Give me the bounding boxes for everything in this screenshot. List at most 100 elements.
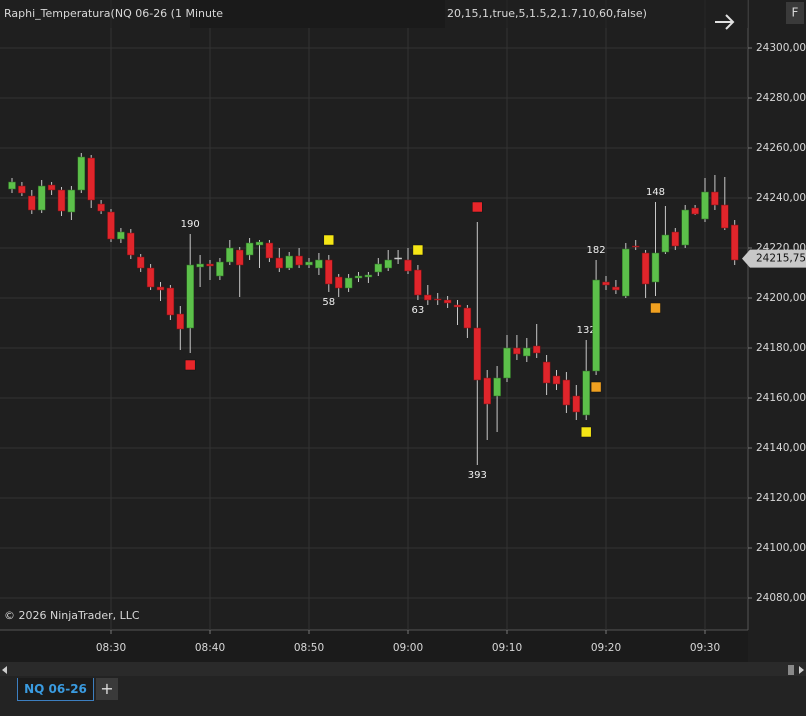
scroll-arrows: [2, 665, 804, 675]
candle-body: [196, 263, 204, 268]
candle-body: [136, 256, 145, 269]
signal-marker: [412, 244, 424, 256]
x-tick-label: 09:10: [492, 642, 522, 654]
signal-marker: [650, 302, 661, 314]
candle-body: [117, 231, 125, 240]
candle-body: [334, 276, 343, 289]
y-tick-label: 24280,00: [756, 92, 806, 104]
y-tick-label: 24120,00: [756, 492, 806, 504]
last-price-label: 24215,75: [756, 253, 806, 265]
y-tick-label: 24260,00: [756, 142, 806, 154]
candle-body: [156, 286, 165, 291]
volume-label: 190: [181, 219, 200, 230]
candle-body: [631, 245, 640, 248]
chart: 190 58 63 393 132 182 148 Raphi_Temperatura(NQ…: [0, 0, 806, 662]
candle-body: [206, 263, 214, 267]
x-tick-label: 09:00: [393, 642, 423, 654]
candle-body: [87, 157, 95, 201]
candle-body: [146, 267, 155, 288]
indicator-title: Raphi_Temperatura(NQ 06-26 (1 Minute: [4, 7, 223, 20]
candle-body: [701, 191, 709, 220]
f-button-label[interactable]: F: [792, 6, 799, 20]
candle-body: [295, 255, 303, 266]
candle-body: [325, 259, 333, 285]
signal-marker: [323, 234, 335, 246]
candle-body: [255, 241, 264, 246]
candle-body: [651, 252, 660, 283]
candle-body: [503, 347, 511, 379]
candle-body: [186, 264, 194, 329]
candle-body: [8, 181, 16, 190]
candle-body: [730, 224, 739, 261]
signal-marker: [184, 359, 196, 371]
candle-body: [513, 347, 521, 355]
candle-body: [691, 207, 699, 215]
candle-body: [235, 249, 244, 266]
candle-body: [67, 189, 76, 213]
candle-body: [344, 277, 353, 289]
candle-body: [394, 257, 402, 260]
plot-area: [0, 0, 748, 630]
candle-body: [127, 232, 135, 256]
candle-body: [176, 313, 185, 330]
add-tab[interactable]: +: [96, 678, 118, 700]
candle-body: [562, 379, 571, 406]
y-tick-label: 24160,00: [756, 392, 806, 404]
x-tick-label: 09:30: [690, 642, 720, 654]
candle-body: [275, 257, 284, 269]
arrow-icon[interactable]: [715, 14, 735, 30]
signal-marker: [590, 381, 602, 393]
candle-body: [364, 274, 373, 278]
y-tick-label: 24140,00: [756, 442, 806, 454]
candle-body: [216, 261, 224, 277]
candles: 190 58 63 393 132 182 148: [8, 153, 739, 481]
candle-body: [166, 287, 175, 316]
tab-bar: NQ 06-26 +: [0, 676, 806, 716]
price-axis: [748, 0, 806, 662]
candle-body: [97, 203, 105, 212]
scrollbar[interactable]: [0, 662, 806, 676]
volume-label: 182: [587, 245, 606, 256]
last-price-tag: [742, 249, 806, 268]
y-tick-label: 24240,00: [756, 192, 806, 204]
candle-body: [226, 247, 234, 263]
tab[interactable]: NQ 06-26: [17, 678, 94, 701]
candle-body: [711, 191, 719, 206]
candle-body: [265, 242, 274, 259]
volume-label: 132: [577, 325, 596, 336]
volume-label: 63: [412, 305, 425, 316]
candle-body: [483, 377, 491, 405]
f-button[interactable]: [786, 2, 804, 24]
candle-body: [384, 259, 392, 269]
y-tick-label: 24200,00: [756, 292, 806, 304]
candle-body: [622, 248, 630, 297]
candle-body: [443, 299, 452, 304]
candle-body: [582, 370, 590, 416]
x-tick-label: 09:20: [591, 642, 621, 654]
candle-body: [493, 377, 501, 397]
candle-body: [602, 281, 610, 286]
candle-body: [523, 347, 531, 357]
x-tick-label: 08:50: [294, 642, 324, 654]
candle-body: [107, 211, 115, 240]
header-mask: [190, 0, 445, 28]
volume-label: 58: [322, 297, 335, 308]
y-tick-label: 24180,00: [756, 342, 806, 354]
candle-body: [612, 286, 620, 291]
x-tick-label: 08:40: [195, 642, 225, 654]
candle-body: [77, 156, 86, 191]
candle-body: [305, 261, 313, 266]
candle-body: [424, 294, 432, 301]
candle-body: [315, 259, 323, 269]
signal-marker: [472, 201, 483, 213]
candle-body: [661, 234, 670, 253]
candle-body: [57, 189, 66, 212]
candle-body: [721, 204, 729, 229]
candle-body: [28, 195, 36, 211]
y-tick-label: 24080,00: [756, 592, 806, 604]
candle-body: [641, 252, 650, 285]
candle-body: [285, 255, 293, 269]
candle-body: [37, 185, 46, 211]
copyright: © 2026 NinjaTrader, LLC: [4, 609, 140, 622]
